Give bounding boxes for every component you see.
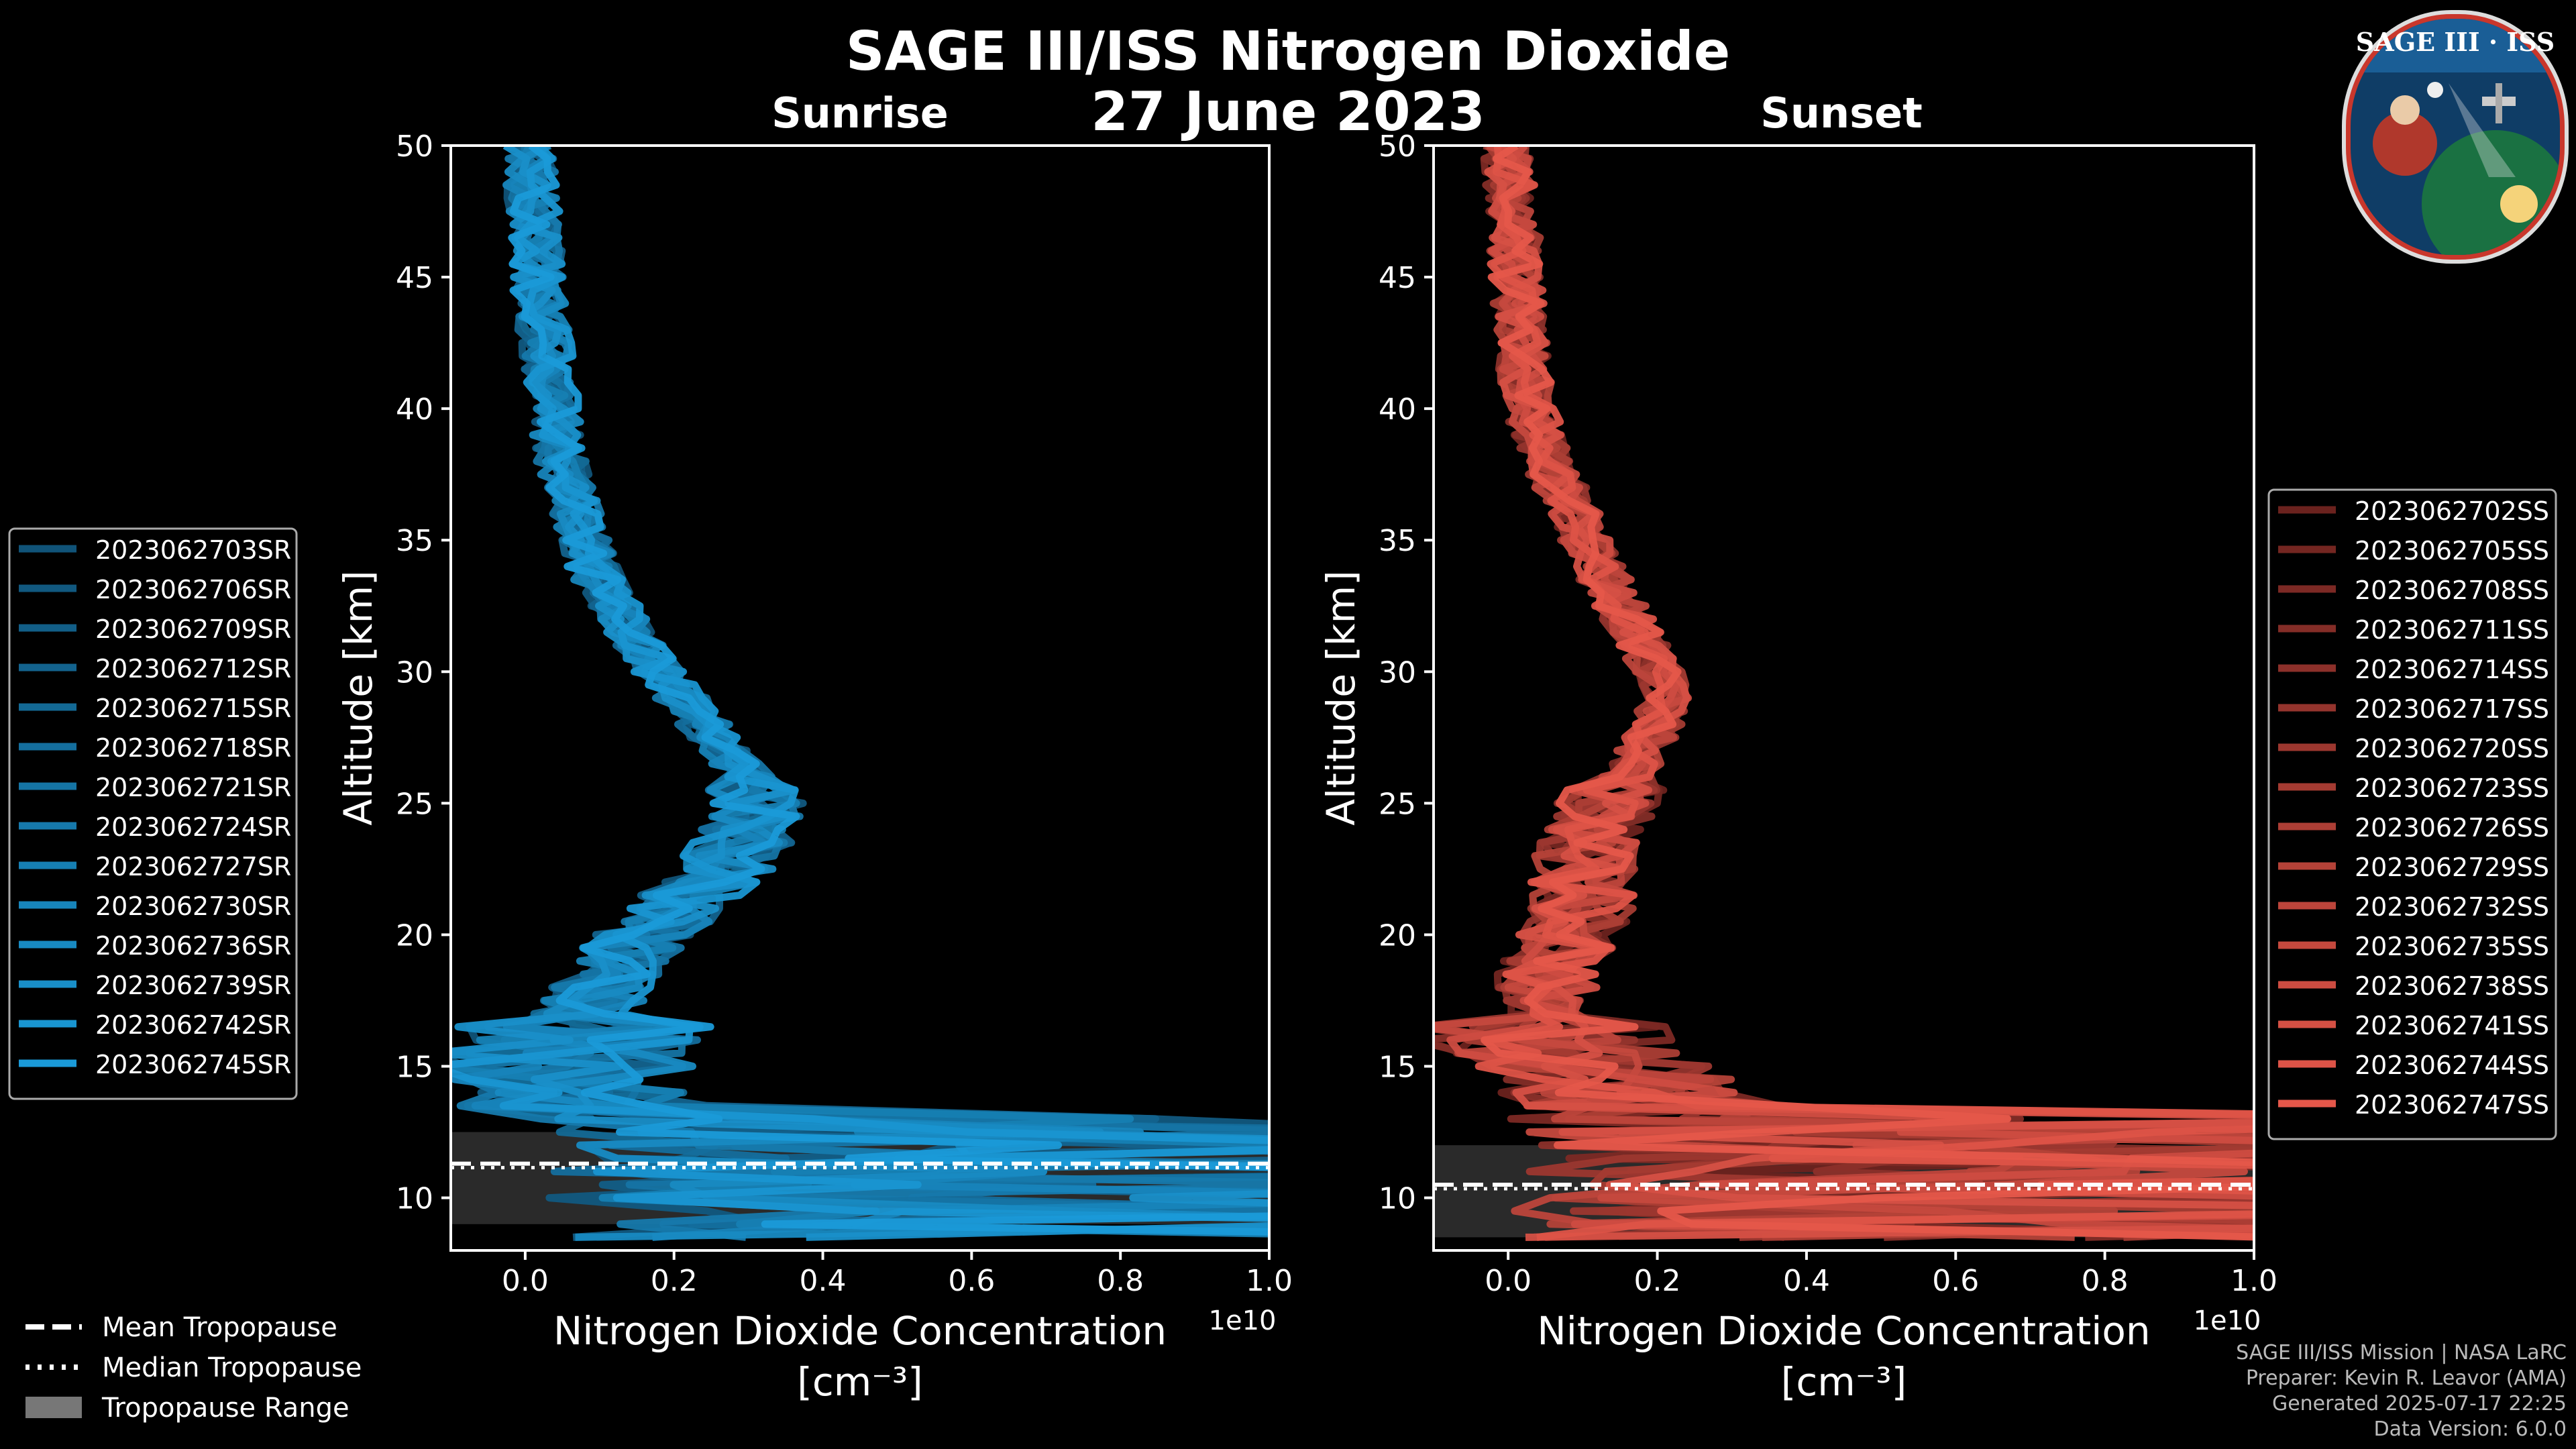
legend-entry: 2023062711SS [2355,615,2549,645]
legend-entry: 2023062735SS [2355,932,2549,961]
footer-line-generated: Generated 2025-07-17 22:25 [2271,1392,2567,1415]
y-tick-label: 25 [396,787,433,821]
panel-sunrise: Sunrise 0.0 0.2 0.4 0.6 0.8 1.0 10 15 20 25 30 35 40 4… [8,89,1293,1405]
x-tick-label: 0.0 [1485,1264,1532,1298]
legend-entry: 2023062730SR [95,892,291,921]
legend-entry: 2023062702SS [2355,496,2549,526]
x-axis-unit: [cm⁻³] [1781,1359,1907,1405]
y-tick-label: 45 [396,261,433,295]
legend-entry: 2023062720SS [2355,734,2549,763]
x-scale-multiplier: 1e10 [1209,1305,1277,1336]
legend-left: 2023062703SR 2023062706SR 2023062709SR 2023… [8,527,298,1100]
plot-area [451,146,1269,1241]
legend-entry: 2023062729SS [2355,853,2549,882]
legend-entry: 2023062706SR [95,575,291,604]
y-tick-label: 35 [396,524,433,558]
profile-line [451,146,1269,1222]
y-tick-label: 45 [1379,261,1416,295]
legend-entry: 2023062718SR [95,733,291,763]
legend-entry: 2023062727SR [95,852,291,881]
sage-iss-mission-logo: SAGE III · ISS [2342,10,2569,264]
y-tick-label: 20 [396,918,433,953]
y-tick-label: 50 [396,129,433,164]
x-axis-label: Nitrogen Dioxide Concentration [553,1308,1167,1354]
y-tick-label: 30 [396,655,433,690]
footer-credits: SAGE III/ISS Mission | NASA LaRC Prepare… [2236,1340,2567,1442]
legend-entry: 2023062745SR [95,1050,291,1079]
y-tick-label: 40 [1379,392,1416,427]
logo-title: SAGE III · ISS [2356,27,2555,57]
x-tick-label: 0.2 [651,1264,698,1298]
legend-entry: 2023062736SR [95,931,291,961]
figure-title: SAGE III/ISS Nitrogen Dioxide [845,20,1731,83]
x-tick-label: 0.8 [1097,1264,1144,1298]
legend-right: 2023062702SS 2023062705SS 2023062708SS 2023… [2267,488,2557,1140]
legend-entry: 2023062742SR [95,1010,291,1040]
x-tick-label: 0.6 [1932,1264,1979,1298]
legend-box [2267,488,2557,1140]
x-scale-multiplier: 1e10 [2194,1305,2261,1336]
figure-date: 27 June 2023 [1091,80,1485,143]
legend-box [8,527,298,1100]
tropopause-legend: Mean Tropopause Median Tropopause Tropopau… [25,1312,362,1424]
plot-area [1434,146,2254,1241]
tropopause-legend-entry: Mean Tropopause [102,1312,337,1343]
axes-frame [1432,144,2255,1252]
y-tick-label: 10 [396,1182,433,1216]
legend-entry: 2023062723SS [2355,773,2549,803]
footer-line-mission: SAGE III/ISS Mission | NASA LaRC [2236,1341,2567,1364]
legend-entry: 2023062703SR [95,535,291,565]
legend-entry: 2023062705SS [2355,536,2549,566]
legend-entry: 2023062721SR [95,773,291,802]
legend-entry: 2023062741SS [2355,1011,2549,1040]
legend-entry: 2023062726SS [2355,813,2549,843]
panel-sunset: Sunset 0.0 0.2 0.4 0.6 0.8 1.0 10 15 20 25 30 35 40 45… [1318,89,2557,1405]
axes-frame [449,144,1271,1252]
footer-line-preparer: Preparer: Kevin R. Leavor (AMA) [2245,1366,2567,1390]
tropopause-legend-entry: Median Tropopause [102,1352,362,1383]
x-axis-unit: [cm⁻³] [797,1359,923,1405]
x-tick-label: 0.0 [502,1264,549,1298]
legend-entry: 2023062709SR [95,614,291,644]
x-tick-label: 0.4 [800,1264,847,1298]
y-tick-label: 10 [1379,1182,1416,1216]
x-tick-label: 0.8 [2082,1264,2129,1298]
x-tick-label: 1.0 [2231,1264,2277,1298]
x-axis-label: Nitrogen Dioxide Concentration [1537,1308,2150,1354]
legend-entry: 2023062747SS [2355,1090,2549,1120]
x-tick-label: 1.0 [1246,1264,1293,1298]
profile-line [1481,146,2254,1241]
legend-entry: 2023062724SR [95,812,291,842]
legend-entry: 2023062738SS [2355,971,2549,1001]
x-tick-label: 0.6 [948,1264,995,1298]
legend-entry: 2023062714SS [2355,655,2549,684]
y-tick-label: 35 [1379,524,1416,558]
legend-entry: 2023062715SR [95,694,291,723]
legend-entry: 2023062717SS [2355,694,2549,724]
legend-entry: 2023062732SS [2355,892,2549,922]
legend-entry: 2023062744SS [2355,1051,2549,1080]
y-tick-label: 15 [396,1051,433,1085]
panel-title: Sunset [1760,89,1923,138]
y-axis-label: Altitude [km] [1318,570,1364,825]
y-tick-label: 25 [1379,787,1416,821]
legend-entry: 2023062712SR [95,654,291,684]
y-tick-label: 15 [1379,1051,1416,1085]
legend-entry: 2023062708SS [2355,576,2549,605]
footer-line-version: Data Version: 6.0.0 [2373,1417,2567,1441]
y-axis-label: Altitude [km] [335,570,381,825]
legend-entry: 2023062739SR [95,971,291,1000]
tropopause-range-swatch [25,1397,82,1418]
y-tick-label: 30 [1379,655,1416,690]
y-tick-label: 40 [396,392,433,427]
y-tick-label: 20 [1379,918,1416,953]
profile-line [508,146,1269,1236]
tropopause-legend-entry: Tropopause Range [101,1393,350,1424]
panel-title: Sunrise [771,89,949,138]
x-tick-label: 0.2 [1634,1264,1681,1298]
y-tick-label: 50 [1379,129,1416,164]
x-tick-label: 0.4 [1783,1264,1830,1298]
